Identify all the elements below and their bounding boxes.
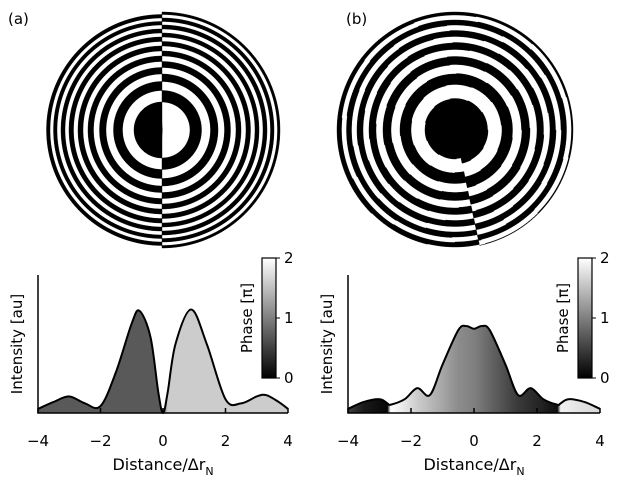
x-tick-label: 0: [469, 432, 479, 450]
colorbar-tick-label: 1: [600, 309, 610, 327]
zone-plate: [336, 11, 574, 248]
colorbar: [261, 257, 277, 379]
x-tick-label: 2: [221, 432, 231, 450]
y-axis-label: Intensity [au]: [8, 294, 26, 394]
x-axis-label-text: Distance/Δr: [423, 455, 516, 474]
colorbar-tick-label: 0: [284, 369, 294, 387]
intensity-fill: [38, 309, 288, 413]
x-tick-label: −2: [89, 432, 111, 450]
x-axis-label: Distance/ΔrN: [112, 455, 213, 478]
x-tick-label: 4: [595, 432, 605, 450]
colorbar-tick-label: 0: [600, 369, 610, 387]
x-tick-label: 4: [283, 432, 293, 450]
x-tick-label: −4: [27, 432, 49, 450]
x-tick-label: 0: [158, 432, 168, 450]
panel-label: (b): [346, 10, 367, 28]
intensity-curve: [347, 324, 601, 410]
colorbar-tick-label: 1: [284, 309, 294, 327]
colorbar-tick-label: 2: [600, 249, 610, 267]
intensity-fill: [348, 325, 600, 413]
x-axis-label-subscript: N: [205, 465, 213, 478]
zone-plate: [46, 11, 281, 249]
panel-label: (a): [8, 10, 29, 28]
x-tick-label: −2: [400, 432, 422, 450]
x-tick-label: 2: [532, 432, 542, 450]
colorbar-label: Phase [π]: [554, 283, 572, 353]
colorbar-label: Phase [π]: [238, 283, 256, 353]
x-axis-label-text: Distance/Δr: [112, 455, 205, 474]
x-axis-label: Distance/ΔrN: [423, 455, 524, 478]
x-tick-label: −4: [337, 432, 359, 450]
colorbar: [577, 257, 593, 379]
y-axis-label: Intensity [au]: [318, 294, 336, 394]
colorbar-tick-label: 2: [284, 249, 294, 267]
x-axis-label-subscript: N: [516, 465, 524, 478]
